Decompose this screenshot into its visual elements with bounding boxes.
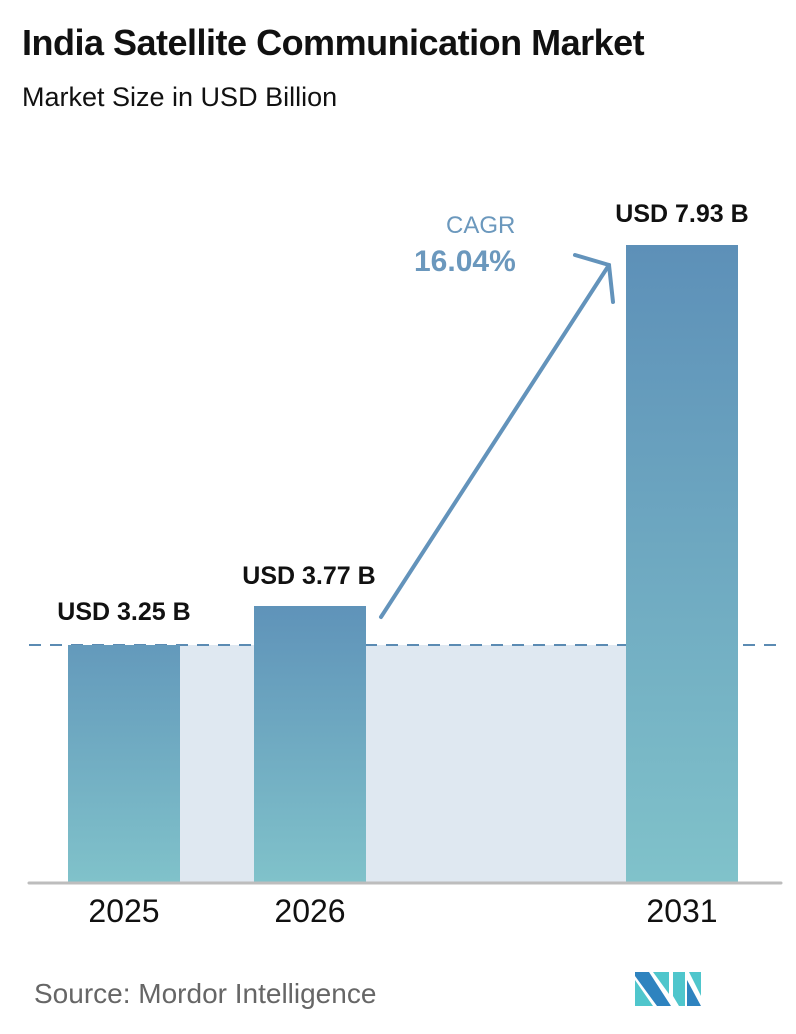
cagr-arrow-icon bbox=[379, 253, 615, 619]
x-tick-2026: 2026 bbox=[274, 893, 346, 929]
value-label-2026: USD 3.77 B bbox=[242, 562, 376, 590]
page-title: India Satellite Communication Market bbox=[22, 22, 645, 63]
page-subtitle: Market Size in USD Billion bbox=[22, 82, 338, 112]
value-label-2025: USD 3.25 B bbox=[57, 598, 191, 626]
cagr-value: 16.04% bbox=[414, 245, 516, 278]
source-text: Source: Mordor Intelligence bbox=[34, 978, 377, 1009]
cagr-title: CAGR bbox=[446, 212, 516, 239]
bar-2025 bbox=[68, 645, 180, 882]
mordor-intelligence-logo-icon bbox=[635, 972, 701, 1006]
bar-2031 bbox=[626, 245, 738, 882]
value-label-2031: USD 7.93 B bbox=[615, 200, 749, 228]
x-tick-2031: 2031 bbox=[646, 893, 718, 929]
x-tick-2025: 2025 bbox=[88, 893, 160, 929]
bar-2026 bbox=[254, 606, 366, 882]
